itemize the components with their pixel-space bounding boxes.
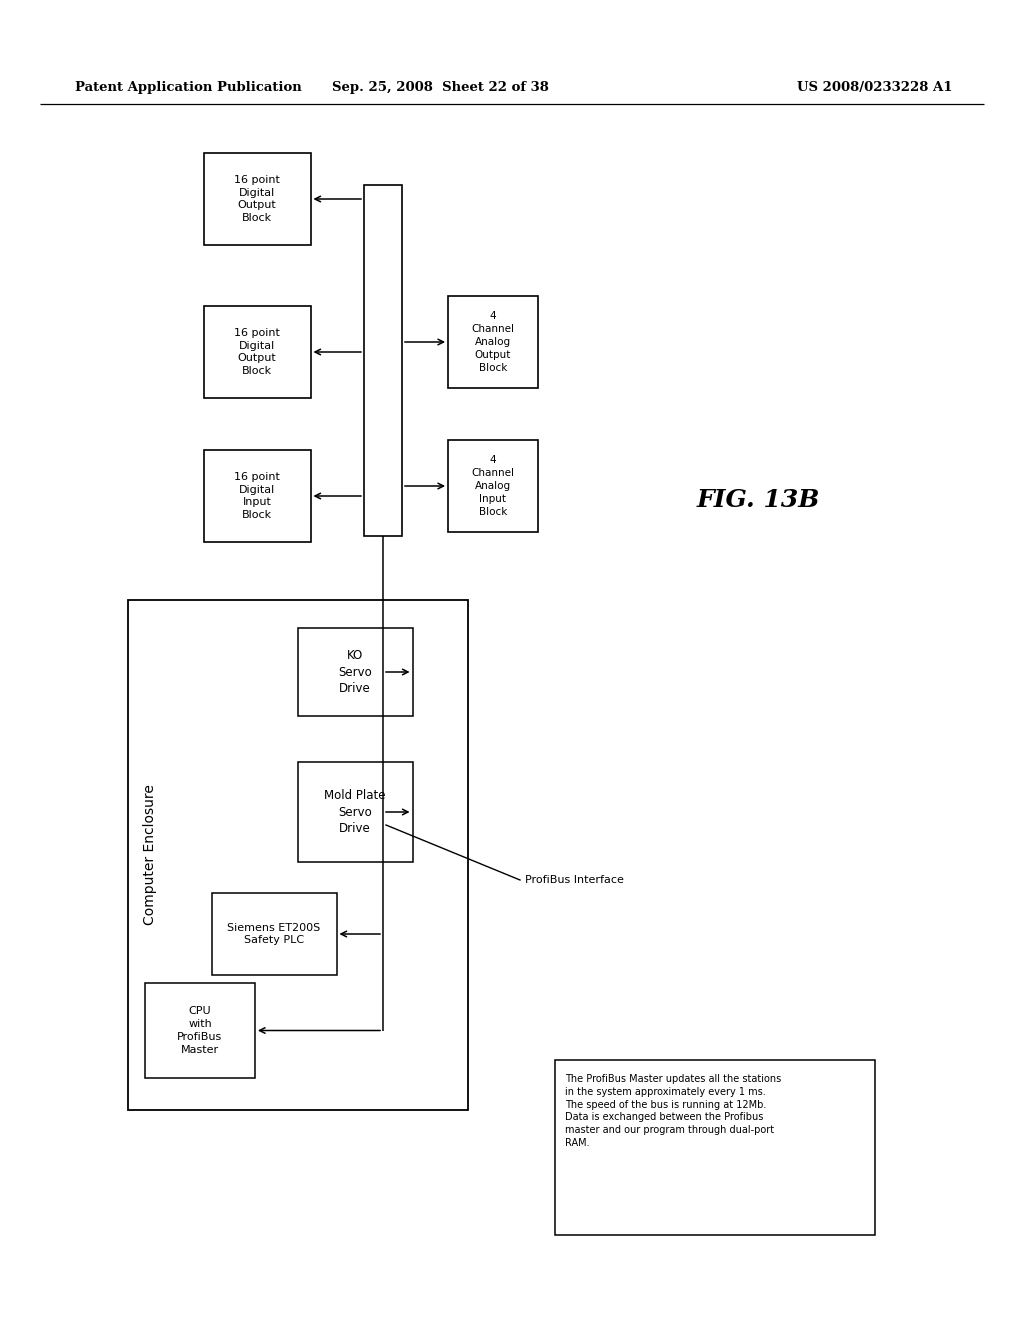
Bar: [298, 762, 413, 862]
Bar: [145, 983, 255, 1078]
Text: ProfiBus Interface: ProfiBus Interface: [525, 875, 624, 884]
Bar: [449, 440, 538, 532]
Text: Siemens ET200S
Safety PLC: Siemens ET200S Safety PLC: [227, 923, 321, 945]
Text: Computer Enclosure: Computer Enclosure: [143, 784, 157, 925]
Text: The ProfiBus Master updates all the stations
in the system approximately every 1: The ProfiBus Master updates all the stat…: [565, 1074, 781, 1148]
Text: KO
Servo
Drive: KO Servo Drive: [338, 649, 372, 696]
Text: Mold Plate
Servo
Drive: Mold Plate Servo Drive: [325, 789, 386, 836]
Bar: [204, 450, 310, 543]
Bar: [128, 601, 468, 1110]
Bar: [449, 296, 538, 388]
Bar: [212, 894, 337, 975]
Text: 16 point
Digital
Output
Block: 16 point Digital Output Block: [234, 174, 280, 223]
Bar: [298, 628, 413, 715]
Text: Sep. 25, 2008  Sheet 22 of 38: Sep. 25, 2008 Sheet 22 of 38: [332, 81, 549, 94]
Text: Patent Application Publication: Patent Application Publication: [75, 81, 302, 94]
Bar: [204, 306, 310, 399]
Bar: [204, 153, 310, 246]
Text: 16 point
Digital
Input
Block: 16 point Digital Input Block: [234, 471, 280, 520]
Bar: [364, 185, 402, 536]
Text: US 2008/0233228 A1: US 2008/0233228 A1: [798, 81, 952, 94]
Text: CPU
with
ProfiBus
Master: CPU with ProfiBus Master: [177, 1006, 222, 1055]
Text: 16 point
Digital
Output
Block: 16 point Digital Output Block: [234, 327, 280, 376]
Bar: [555, 1060, 874, 1236]
Text: 4
Channel
Analog
Input
Block: 4 Channel Analog Input Block: [471, 455, 514, 516]
Text: 4
Channel
Analog
Output
Block: 4 Channel Analog Output Block: [471, 312, 514, 372]
Text: FIG. 13B: FIG. 13B: [696, 488, 819, 512]
